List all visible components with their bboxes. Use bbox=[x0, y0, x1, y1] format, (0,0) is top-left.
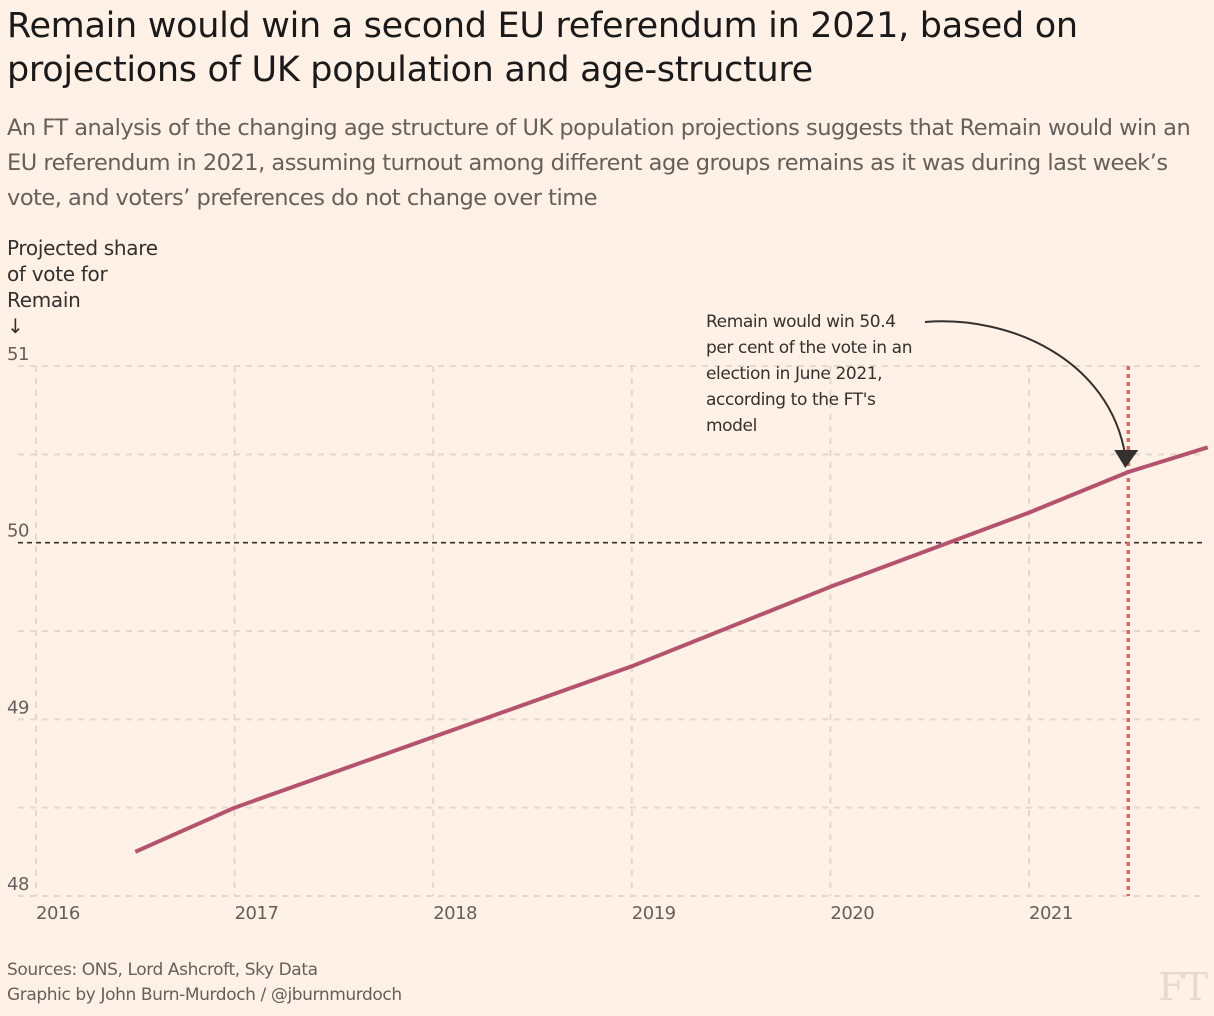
x-axis-ticks: 2016 2017 2018 2019 2020 2021 bbox=[36, 903, 1073, 924]
annotations: Remain would win 50.4 per cent of the vot… bbox=[706, 312, 1139, 468]
y-tick-label: 51 bbox=[7, 344, 29, 365]
series-group bbox=[134, 445, 1209, 854]
annotation-text-line: election in June 2021, bbox=[706, 364, 882, 384]
credit-line: Graphic by John Burn-Murdoch / @jburnmur… bbox=[7, 985, 402, 1005]
annotation-text-line: model bbox=[706, 416, 757, 436]
y-tick-label: 49 bbox=[7, 697, 29, 718]
y-tick-label: 50 bbox=[7, 521, 29, 542]
ft-logo: FT bbox=[1158, 965, 1208, 1009]
annotation-arrowhead-icon bbox=[1114, 450, 1139, 468]
down-arrow-icon: ↓ bbox=[7, 314, 24, 338]
chart-subtitle: An FT analysis of the changing age struc… bbox=[7, 115, 1191, 211]
x-tick-label: 2019 bbox=[632, 903, 676, 924]
annotation-arrow-curve bbox=[924, 320, 1127, 457]
y-axis-ticks: 48 49 50 51 bbox=[7, 344, 29, 895]
x-tick-label: 2020 bbox=[830, 903, 874, 924]
annotation-text-line: per cent of the vote in an bbox=[706, 338, 912, 358]
chart-title: Remain would win a second EU referendum … bbox=[7, 6, 1078, 90]
series-line-remain-share bbox=[134, 445, 1209, 854]
source-credits: Sources: ONS, Lord Ashcroft, Sky Data Gr… bbox=[7, 958, 402, 1008]
annotation-text-line: Remain would win 50.4 bbox=[706, 312, 896, 332]
x-tick-label: 2018 bbox=[433, 903, 477, 924]
x-tick-label: 2017 bbox=[235, 903, 279, 924]
x-tick-label: 2021 bbox=[1029, 903, 1073, 924]
y-axis-label-line: of vote for bbox=[7, 262, 108, 286]
y-axis-label-line: Projected share bbox=[7, 236, 158, 260]
y-axis-label: Projected share of vote for Remain ↓ bbox=[7, 235, 207, 339]
grid-lines bbox=[18, 365, 1206, 897]
sources-line: Sources: ONS, Lord Ashcroft, Sky Data bbox=[7, 960, 318, 980]
x-tick-label: 2016 bbox=[36, 903, 80, 924]
y-axis-label-line: Remain bbox=[7, 288, 81, 312]
annotation-text-line: according to the FT's bbox=[706, 390, 876, 410]
y-tick-label: 48 bbox=[7, 874, 29, 895]
